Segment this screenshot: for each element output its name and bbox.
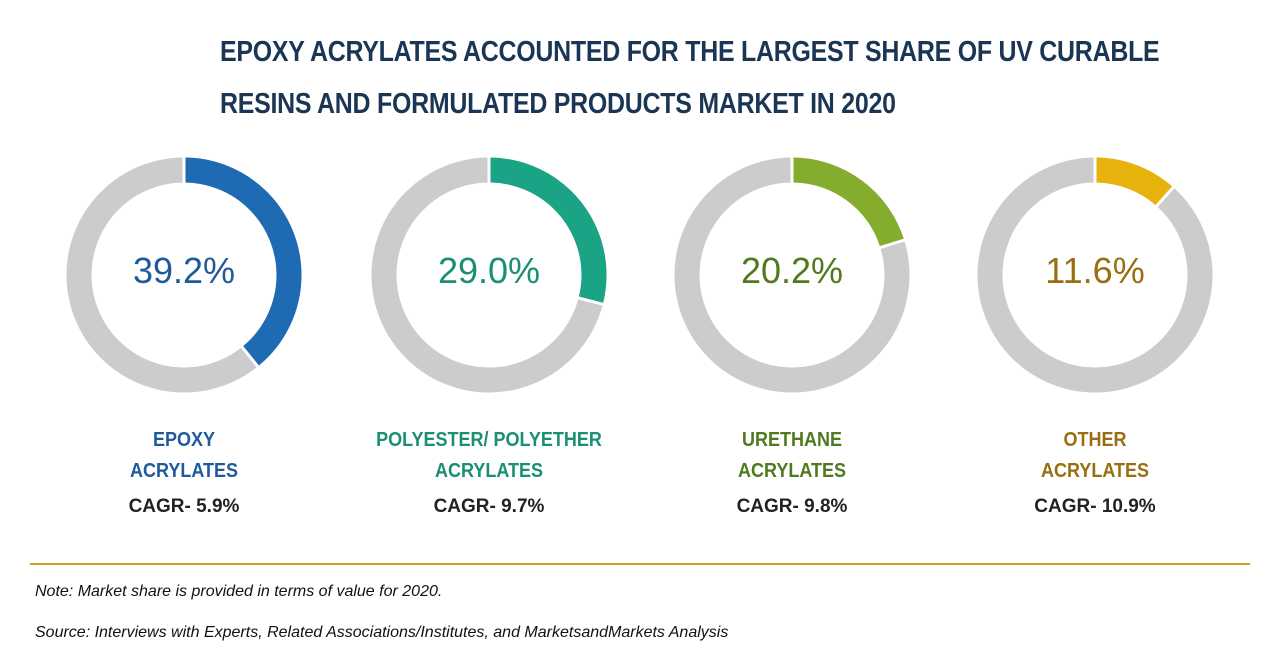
segment-label-line-1: EPOXY [152, 429, 216, 451]
donut-value-label: 20.2% [740, 250, 844, 291]
chart-title-line-1: EPOXY ACRYLATES ACCOUNTED FOR THE LARGES… [220, 36, 1160, 68]
segment-label-line-2: ACRYLATES [738, 460, 846, 482]
segment-label-line-2: ACRYLATES [1041, 460, 1149, 482]
donut-1: 39.2% [64, 155, 304, 395]
donut-value-label: 29.0% [437, 250, 541, 291]
segment-separator [576, 296, 606, 307]
segment-cagr: CAGR- 5.9% [128, 496, 240, 517]
segment-label: EPOXY ACRYLATES [34, 425, 334, 487]
footer-note: Note: Market share is provided in terms … [35, 583, 443, 600]
footer-divider [30, 563, 1250, 565]
donut-2: 29.0% [369, 155, 609, 395]
segment-label-line-1: POLYESTER/ POLYETHER [376, 429, 602, 451]
donut-value-label: 11.6% [1045, 250, 1145, 291]
donut-svg [66, 155, 302, 393]
segment-separator [1154, 184, 1176, 209]
donut-svg [674, 155, 910, 393]
segment-label: OTHER ACRYLATES [945, 425, 1245, 487]
chart-title-line-2: RESINS AND FORMULATED PRODUCTS MARKET IN… [220, 88, 896, 120]
segment-separator [877, 238, 907, 250]
chart-title: EPOXY ACRYLATES ACCOUNTED FOR THE LARGES… [220, 26, 1160, 130]
segment-separator [239, 344, 261, 369]
donut-value-label: 39.2% [132, 250, 236, 291]
donut-svg [977, 155, 1213, 393]
donut-4: 11.6% [975, 155, 1215, 395]
donut-3: 20.2% [672, 155, 912, 395]
segment-label-line-2: ACRYLATES [130, 460, 238, 482]
donut-svg [371, 155, 607, 393]
footer-source: Source: Interviews with Experts, Related… [35, 624, 729, 641]
segment-label-line-1: URETHANE [741, 429, 843, 451]
segment-cagr: CAGR- 9.7% [433, 496, 545, 517]
segment-cagr: CAGR- 10.9% [1034, 496, 1156, 517]
segment-label-line-2: ACRYLATES [435, 460, 543, 482]
segment-label: POLYESTER/ POLYETHER ACRYLATES [339, 425, 639, 487]
segment-cagr: CAGR- 9.8% [736, 496, 848, 517]
segment-label-line-1: OTHER [1063, 429, 1127, 451]
segment-label: URETHANE ACRYLATES [642, 425, 942, 487]
